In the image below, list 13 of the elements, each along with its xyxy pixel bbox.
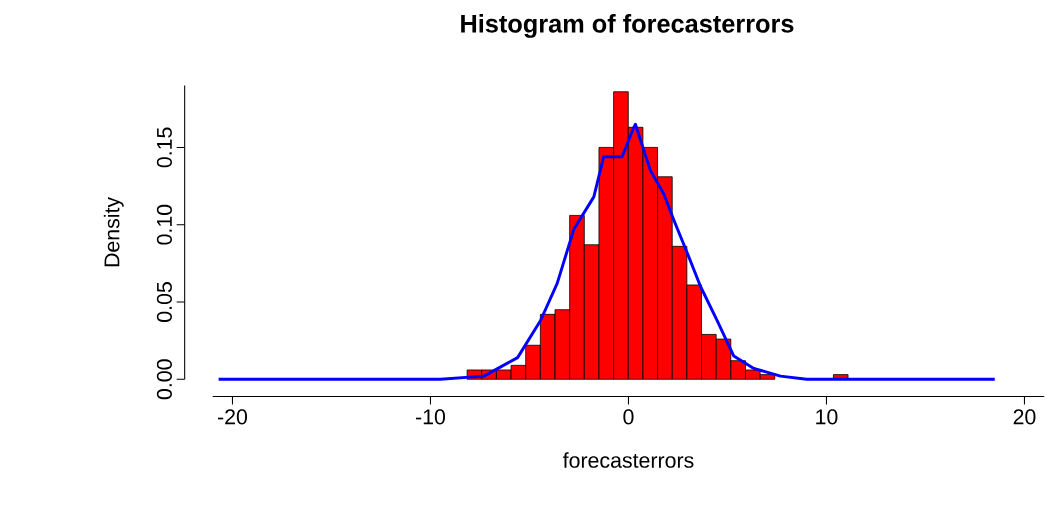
y-tick-label: 0.00 [156, 359, 172, 400]
chart-title: Histogram of forecasterrors [461, 14, 794, 38]
x-tick-label: 10 [816, 409, 838, 425]
x-tick-label: -10 [415, 409, 446, 425]
y-tick-label: 0.15 [156, 127, 172, 168]
y-tick-label: 0.10 [156, 204, 172, 245]
x-axis-title: forecasterrors [562, 452, 694, 468]
x-tick-label: 0 [623, 409, 634, 425]
x-tick-label: -20 [217, 409, 248, 425]
y-tick-label: 0.05 [156, 282, 172, 322]
line-series [217, 122, 997, 381]
y-axis-title: Density [103, 196, 124, 267]
x-tick-label: 20 [1013, 409, 1036, 425]
